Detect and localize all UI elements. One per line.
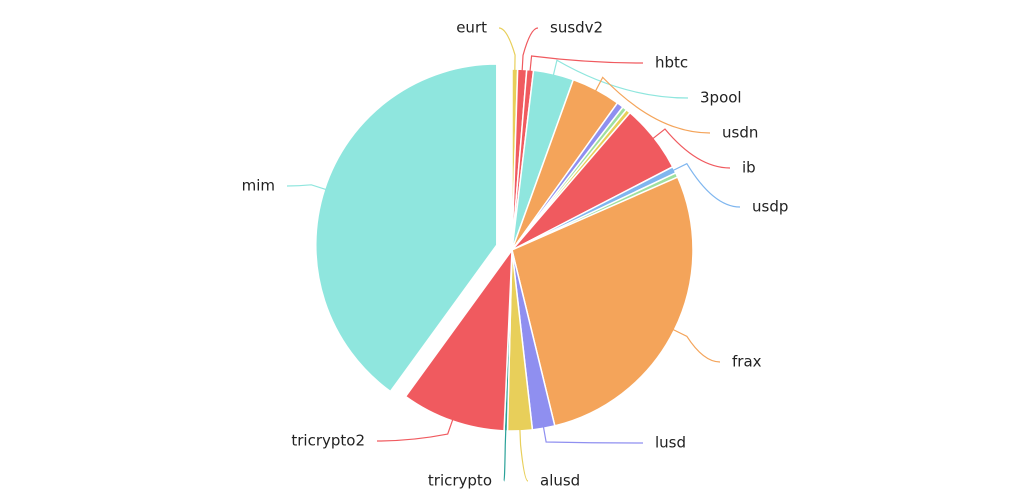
slice-label: 3pool (700, 89, 742, 107)
leader-line (593, 76, 711, 134)
slice-label: mim (242, 177, 275, 195)
leader-line (542, 424, 644, 444)
leader-line (519, 426, 529, 482)
leader-line (670, 327, 721, 363)
leader-line (529, 55, 644, 74)
slice-label: hbtc (655, 54, 688, 72)
slice-label: ib (742, 159, 756, 177)
slice-label: usdp (752, 198, 788, 216)
leader-line (552, 59, 689, 99)
slice-label: tricrypto2 (291, 432, 365, 450)
leader-line (670, 162, 741, 208)
slice-label: eurt (456, 19, 487, 37)
slice-label: lusd (655, 434, 686, 452)
leader-line (376, 416, 455, 442)
slice-label: usdn (722, 124, 758, 142)
slice-label: alusd (540, 472, 580, 490)
leader-line (498, 27, 516, 74)
slice-label: frax (732, 353, 762, 371)
leader-line (503, 426, 507, 482)
slice-label: tricrypto (428, 472, 492, 490)
slice-label: susdv2 (550, 19, 603, 37)
leader-line (286, 184, 329, 191)
leader-line (650, 128, 731, 169)
leader-line (521, 27, 539, 74)
